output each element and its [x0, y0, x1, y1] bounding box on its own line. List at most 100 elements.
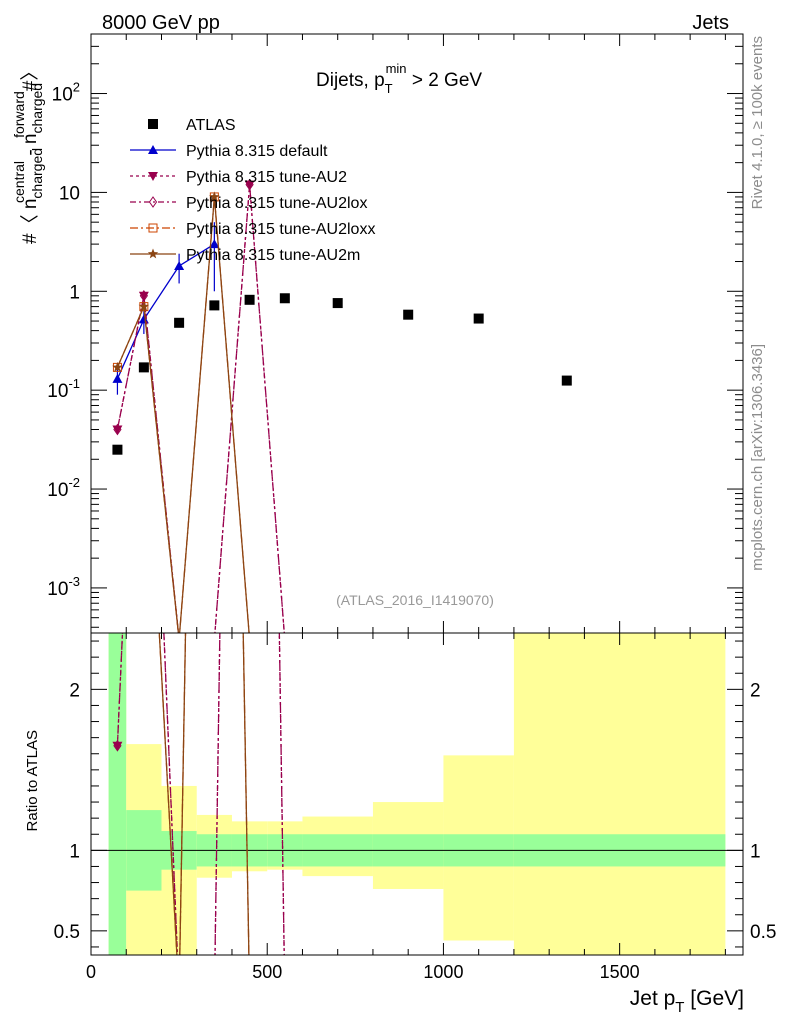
mc-ratio-marker-4: [174, 990, 184, 1000]
mc-ratio-marker-0: [139, 514, 149, 523]
side-label-rivet: Rivet 4.1.0, ≥ 100k events: [749, 36, 766, 209]
atlas-point: [138, 362, 149, 373]
mc-ratio-marker-3: [175, 991, 183, 999]
mc-ratio-marker-2: [176, 990, 183, 1000]
legend-label-0: Pythia 8.315 default: [186, 143, 328, 160]
atlas-point: [244, 294, 255, 305]
mc-marker-2: [245, 178, 254, 191]
axis-ticks: 0 500 1000 1500 10-3 10-2 10-1 1 10 102 0.5 0.5 1 1 2 2: [47, 33, 776, 982]
atlas-point: [174, 317, 185, 328]
mc-ratio-marker-2: [281, 990, 288, 1000]
mc-marker-3: [246, 636, 254, 644]
mc-ratio-marker-0: [209, 330, 219, 339]
y-tick-label-bottom-right: 0.5: [750, 922, 776, 943]
mc-ratio-marker-2: [140, 153, 147, 163]
mc-marker-4: [112, 361, 123, 372]
y-tick-label-bottom-right: 1: [750, 841, 761, 862]
legend-marker-1: [148, 172, 158, 181]
green-band-bin: [108, 633, 127, 955]
y-tick-label-top: 10-3: [47, 574, 80, 600]
yellow-band-bin: [161, 785, 197, 955]
mc-marker-2: [139, 289, 148, 302]
legend-label-3: Pythia 8.315 tune-AU2loxx: [186, 221, 375, 238]
mc-ratio-marker-3: [140, 347, 148, 355]
x-tick-label: 500: [252, 962, 282, 982]
mc-ratio-marker-4: [244, 990, 254, 1000]
legend-label-4: Pythia 8.315 tune-AU2m: [186, 247, 360, 264]
atlas-point: [473, 313, 484, 324]
title-rest: > 2 GeV: [407, 70, 483, 91]
plot-frames: [90, 33, 744, 956]
mc-marker-0: [209, 239, 220, 249]
atlas-point: [209, 300, 220, 311]
mc-ratio-marker-1: [174, 991, 184, 1000]
mc-marker-1: [209, 636, 219, 645]
ratio-panel-frame: [90, 632, 744, 956]
mc-ratio-marker-1: [209, 991, 219, 1000]
atlas-point: [279, 293, 290, 304]
mc-line-0: [116, 243, 215, 380]
y-tick-label-bottom-right: 2: [750, 680, 761, 701]
header-left-label: 8000 GeV pp: [102, 12, 220, 34]
y-tick-label-top: 10-2: [47, 475, 80, 501]
mc-marker-0: [138, 314, 149, 324]
y-axis-label-top: #〈 nchargedcentral - nchargedforward#〉: [11, 62, 45, 244]
mc-ratio-marker-3: [246, 991, 254, 999]
legend-marker-3: [148, 223, 158, 233]
y-tick-label-bottom: 2: [69, 680, 80, 701]
y-axis-label-bottom: Ratio to ATLAS: [24, 730, 41, 831]
mc-curves-ratio: [112, 153, 290, 1000]
mc-marker-0: [112, 373, 123, 383]
title-main: Dijets, p: [316, 70, 385, 91]
atlas-point: [403, 309, 414, 320]
mc-ratio-marker-0: [174, 403, 184, 412]
mc-ratio-marker-4: [139, 346, 150, 356]
x-tick-label: 1500: [600, 962, 640, 982]
mc-curves-top: [112, 178, 290, 645]
atlas-point: [332, 298, 343, 309]
legend-label-1: Pythia 8.315 tune-AU2: [186, 169, 347, 186]
analysis-label: (ATLAS_2016_I1419070): [336, 592, 494, 608]
mc-marker-1: [174, 636, 184, 645]
legend: ATLAS Pythia 8.315 default Pythia 8.315 tu…: [130, 117, 375, 264]
legend-marker-2: [148, 196, 158, 208]
y-tick-label-bottom: 0.5: [54, 922, 80, 943]
mc-ratio-marker-2: [113, 739, 122, 752]
mc-marker-4: [174, 634, 184, 644]
y-tick-label-top: 102: [52, 80, 80, 106]
mc-ratio-marker-0: [112, 169, 122, 178]
y-tick-label-bottom: 1: [69, 841, 80, 862]
mc-marker-2: [113, 423, 122, 436]
atlas-data-points: [112, 293, 572, 455]
ratio-uncertainty-bands: [108, 633, 726, 955]
mc-line-4: [116, 196, 250, 633]
header-right-label: Jets: [692, 12, 729, 34]
mc-marker-2: [211, 635, 218, 645]
mc-ratio-marker-1: [280, 991, 290, 1000]
title-sup: min: [386, 61, 407, 76]
mc-marker-4: [209, 191, 220, 202]
plot-title: Dijets, pTmin > 2 GeV: [316, 61, 482, 96]
mc-marker-4: [138, 301, 150, 312]
mc-ratio-marker-1: [139, 154, 149, 163]
legend-marker-atlas: [148, 119, 158, 129]
x-tick-label: 1000: [423, 962, 463, 982]
mc-marker-0: [174, 261, 185, 271]
mc-marker-3: [175, 636, 183, 644]
x-axis-label: Jet pT [GeV]: [630, 987, 744, 1016]
mc-ratio-marker-2: [211, 990, 218, 1000]
atlas-point: [561, 375, 572, 386]
y-tick-label-top: 1: [69, 282, 80, 303]
title-sub: T: [385, 81, 393, 96]
legend-label-2: Pythia 8.315 tune-AU2lox: [186, 195, 367, 212]
mc-curves: [112, 153, 290, 1000]
mc-marker-2: [176, 635, 183, 645]
side-label-mcplots: mcplots.cern.ch [arXiv:1306.3436]: [749, 344, 766, 571]
y-tick-label-top: 10: [59, 183, 80, 204]
y-tick-label-top: 10-1: [47, 376, 80, 402]
atlas-point: [112, 444, 123, 455]
mc-marker-1: [280, 636, 290, 645]
legend-marker-0: [148, 145, 158, 154]
legend-marker-4: [147, 248, 159, 259]
